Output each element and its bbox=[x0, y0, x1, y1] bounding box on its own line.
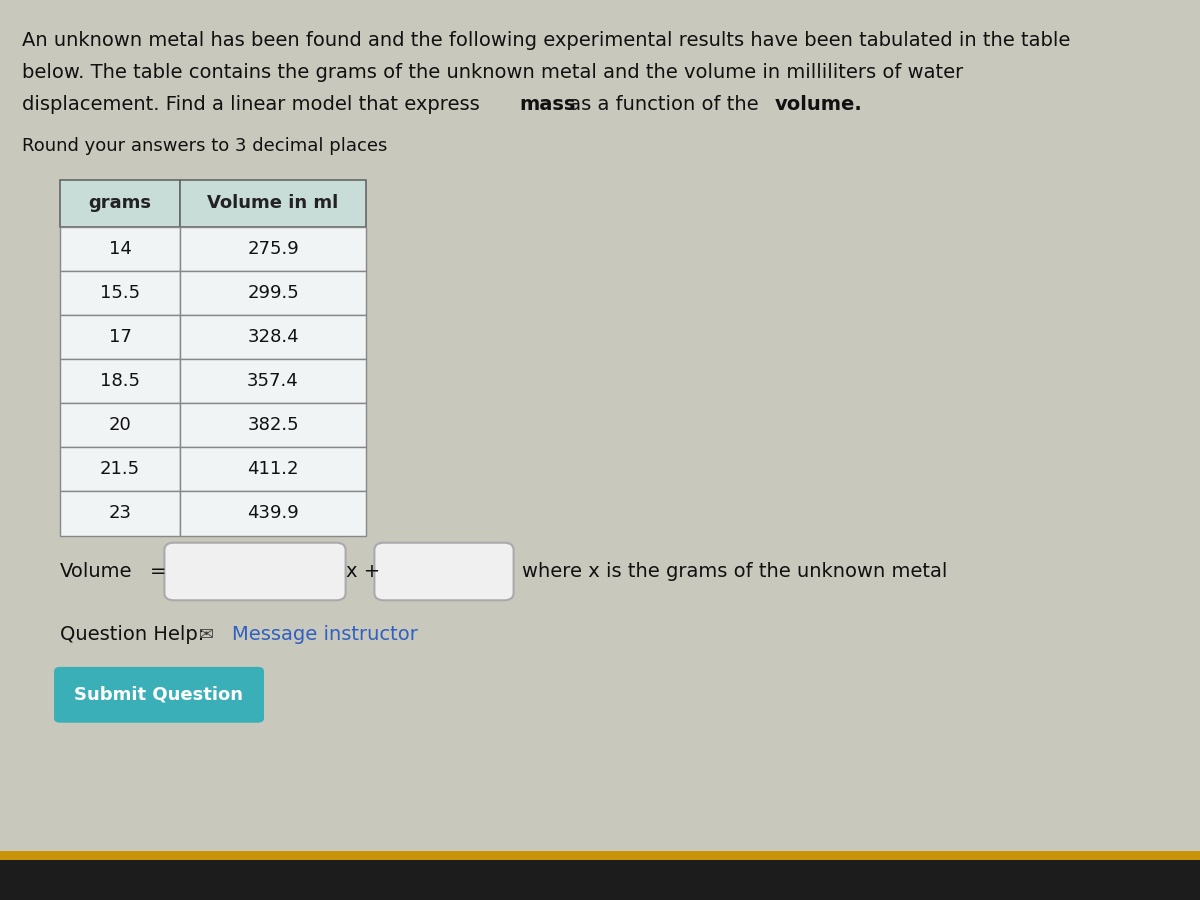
Text: Question Help:: Question Help: bbox=[60, 625, 204, 644]
FancyBboxPatch shape bbox=[180, 271, 366, 315]
Text: 17: 17 bbox=[108, 328, 132, 346]
FancyBboxPatch shape bbox=[180, 447, 366, 491]
Text: grams: grams bbox=[89, 194, 151, 212]
FancyBboxPatch shape bbox=[180, 315, 366, 359]
Text: 357.4: 357.4 bbox=[247, 373, 299, 391]
Text: volume.: volume. bbox=[775, 94, 863, 113]
Text: 411.2: 411.2 bbox=[247, 461, 299, 479]
FancyBboxPatch shape bbox=[60, 491, 180, 536]
Text: =: = bbox=[150, 562, 167, 581]
Text: 14: 14 bbox=[108, 240, 132, 257]
Text: 20: 20 bbox=[109, 416, 131, 434]
Text: displacement. Find a linear model that express: displacement. Find a linear model that e… bbox=[22, 94, 486, 113]
Text: Round your answers to 3 decimal places: Round your answers to 3 decimal places bbox=[22, 137, 386, 155]
FancyBboxPatch shape bbox=[60, 403, 180, 447]
Text: below. The table contains the grams of the unknown metal and the volume in milli: below. The table contains the grams of t… bbox=[22, 63, 962, 82]
Text: 328.4: 328.4 bbox=[247, 328, 299, 346]
Text: 439.9: 439.9 bbox=[247, 504, 299, 522]
FancyBboxPatch shape bbox=[60, 227, 180, 271]
Text: ✉: ✉ bbox=[199, 626, 215, 644]
Text: Volume in ml: Volume in ml bbox=[208, 194, 338, 212]
FancyBboxPatch shape bbox=[180, 180, 366, 227]
Text: 299.5: 299.5 bbox=[247, 284, 299, 302]
Text: 18.5: 18.5 bbox=[100, 373, 140, 391]
FancyBboxPatch shape bbox=[60, 315, 180, 359]
FancyBboxPatch shape bbox=[60, 180, 180, 227]
Text: 15.5: 15.5 bbox=[100, 284, 140, 302]
FancyBboxPatch shape bbox=[164, 543, 346, 600]
FancyBboxPatch shape bbox=[60, 447, 180, 491]
FancyBboxPatch shape bbox=[374, 543, 514, 600]
Text: 21.5: 21.5 bbox=[100, 461, 140, 479]
Text: 275.9: 275.9 bbox=[247, 240, 299, 257]
FancyBboxPatch shape bbox=[180, 359, 366, 403]
FancyBboxPatch shape bbox=[60, 271, 180, 315]
FancyBboxPatch shape bbox=[0, 860, 1200, 900]
FancyBboxPatch shape bbox=[180, 491, 366, 536]
FancyBboxPatch shape bbox=[60, 359, 180, 403]
Text: 382.5: 382.5 bbox=[247, 416, 299, 434]
Text: Submit Question: Submit Question bbox=[74, 686, 244, 704]
FancyBboxPatch shape bbox=[180, 403, 366, 447]
FancyBboxPatch shape bbox=[54, 667, 264, 723]
FancyBboxPatch shape bbox=[180, 227, 366, 271]
Text: x +: x + bbox=[346, 562, 380, 581]
FancyBboxPatch shape bbox=[0, 850, 1200, 860]
Text: Volume: Volume bbox=[60, 562, 132, 581]
Text: 23: 23 bbox=[108, 504, 132, 522]
Text: where x is the grams of the unknown metal: where x is the grams of the unknown meta… bbox=[522, 562, 947, 581]
Text: mass: mass bbox=[520, 94, 576, 113]
Text: as a function of the: as a function of the bbox=[563, 94, 764, 113]
Text: Message instructor: Message instructor bbox=[232, 625, 418, 644]
Text: An unknown metal has been found and the following experimental results have been: An unknown metal has been found and the … bbox=[22, 32, 1070, 50]
